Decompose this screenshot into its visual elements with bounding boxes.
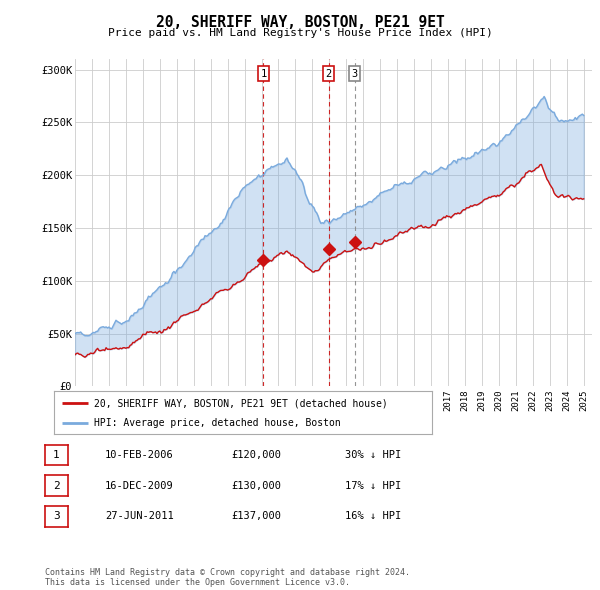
Text: 20, SHERIFF WAY, BOSTON, PE21 9ET (detached house): 20, SHERIFF WAY, BOSTON, PE21 9ET (detac… [94, 398, 388, 408]
Text: 1: 1 [260, 69, 266, 79]
Text: 1: 1 [53, 450, 60, 460]
Text: £120,000: £120,000 [231, 450, 281, 460]
Text: 3: 3 [53, 512, 60, 521]
Text: Price paid vs. HM Land Registry's House Price Index (HPI): Price paid vs. HM Land Registry's House … [107, 28, 493, 38]
Text: £130,000: £130,000 [231, 481, 281, 490]
Text: 10-FEB-2006: 10-FEB-2006 [105, 450, 174, 460]
Text: 30% ↓ HPI: 30% ↓ HPI [345, 450, 401, 460]
Text: 16% ↓ HPI: 16% ↓ HPI [345, 512, 401, 521]
Text: HPI: Average price, detached house, Boston: HPI: Average price, detached house, Bost… [94, 418, 340, 428]
Text: £137,000: £137,000 [231, 512, 281, 521]
Text: 27-JUN-2011: 27-JUN-2011 [105, 512, 174, 521]
Text: 20, SHERIFF WAY, BOSTON, PE21 9ET: 20, SHERIFF WAY, BOSTON, PE21 9ET [155, 15, 445, 30]
Text: 2: 2 [53, 481, 60, 490]
Text: 17% ↓ HPI: 17% ↓ HPI [345, 481, 401, 490]
Text: 16-DEC-2009: 16-DEC-2009 [105, 481, 174, 490]
Text: 3: 3 [352, 69, 358, 79]
Text: 2: 2 [326, 69, 332, 79]
Text: Contains HM Land Registry data © Crown copyright and database right 2024.
This d: Contains HM Land Registry data © Crown c… [45, 568, 410, 587]
